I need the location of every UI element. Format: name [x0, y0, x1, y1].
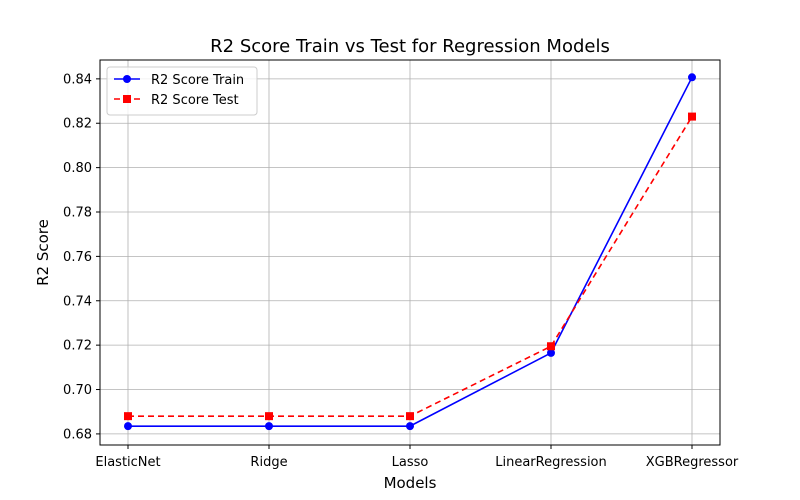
data-point-train — [265, 422, 273, 431]
x-tick-label: Lasso — [392, 455, 429, 470]
y-tick-label: 0.74 — [63, 294, 92, 309]
data-point-test — [265, 412, 273, 421]
data-point-train — [688, 73, 696, 82]
legend-box — [106, 66, 258, 116]
x-tick-label: LinearRegression — [495, 455, 607, 470]
y-tick-label: 0.76 — [63, 250, 92, 265]
y-axis-label: R2 Score — [34, 219, 52, 286]
chart-title: R2 Score Train vs Test for Regression Mo… — [210, 36, 610, 57]
series-layer — [124, 73, 696, 431]
legend-label-test: R2 Score Test — [151, 93, 239, 108]
legend-marker-test — [123, 95, 131, 103]
x-axis-label: Models — [384, 474, 437, 492]
y-tick-label: 0.80 — [63, 161, 92, 176]
grid-layer — [100, 60, 720, 445]
tick-layer: ElasticNet Ridge Lasso LinearRegression XGBR… — [63, 72, 739, 470]
y-tick-label: 0.82 — [63, 117, 92, 132]
legend: R2 Score Train R2 Score Test — [106, 66, 258, 116]
x-tick-label: Ridge — [250, 455, 287, 470]
data-point-test — [124, 412, 132, 421]
y-tick-label: 0.72 — [63, 339, 92, 354]
legend-marker-train — [123, 75, 131, 83]
x-tick-label: ElasticNet — [95, 455, 160, 470]
data-point-train — [547, 348, 555, 357]
y-tick-label: 0.78 — [63, 206, 92, 221]
y-tick-label: 0.70 — [63, 383, 92, 398]
data-point-test — [547, 342, 555, 351]
data-point-test — [688, 112, 696, 121]
data-point-train — [406, 422, 414, 431]
legend-label-train: R2 Score Train — [151, 73, 244, 88]
data-point-train — [124, 422, 132, 431]
y-tick-label: 0.68 — [63, 427, 92, 442]
data-point-test — [406, 412, 414, 421]
x-tick-label: XGBRegressor — [646, 455, 739, 470]
y-tick-label: 0.84 — [63, 72, 92, 87]
